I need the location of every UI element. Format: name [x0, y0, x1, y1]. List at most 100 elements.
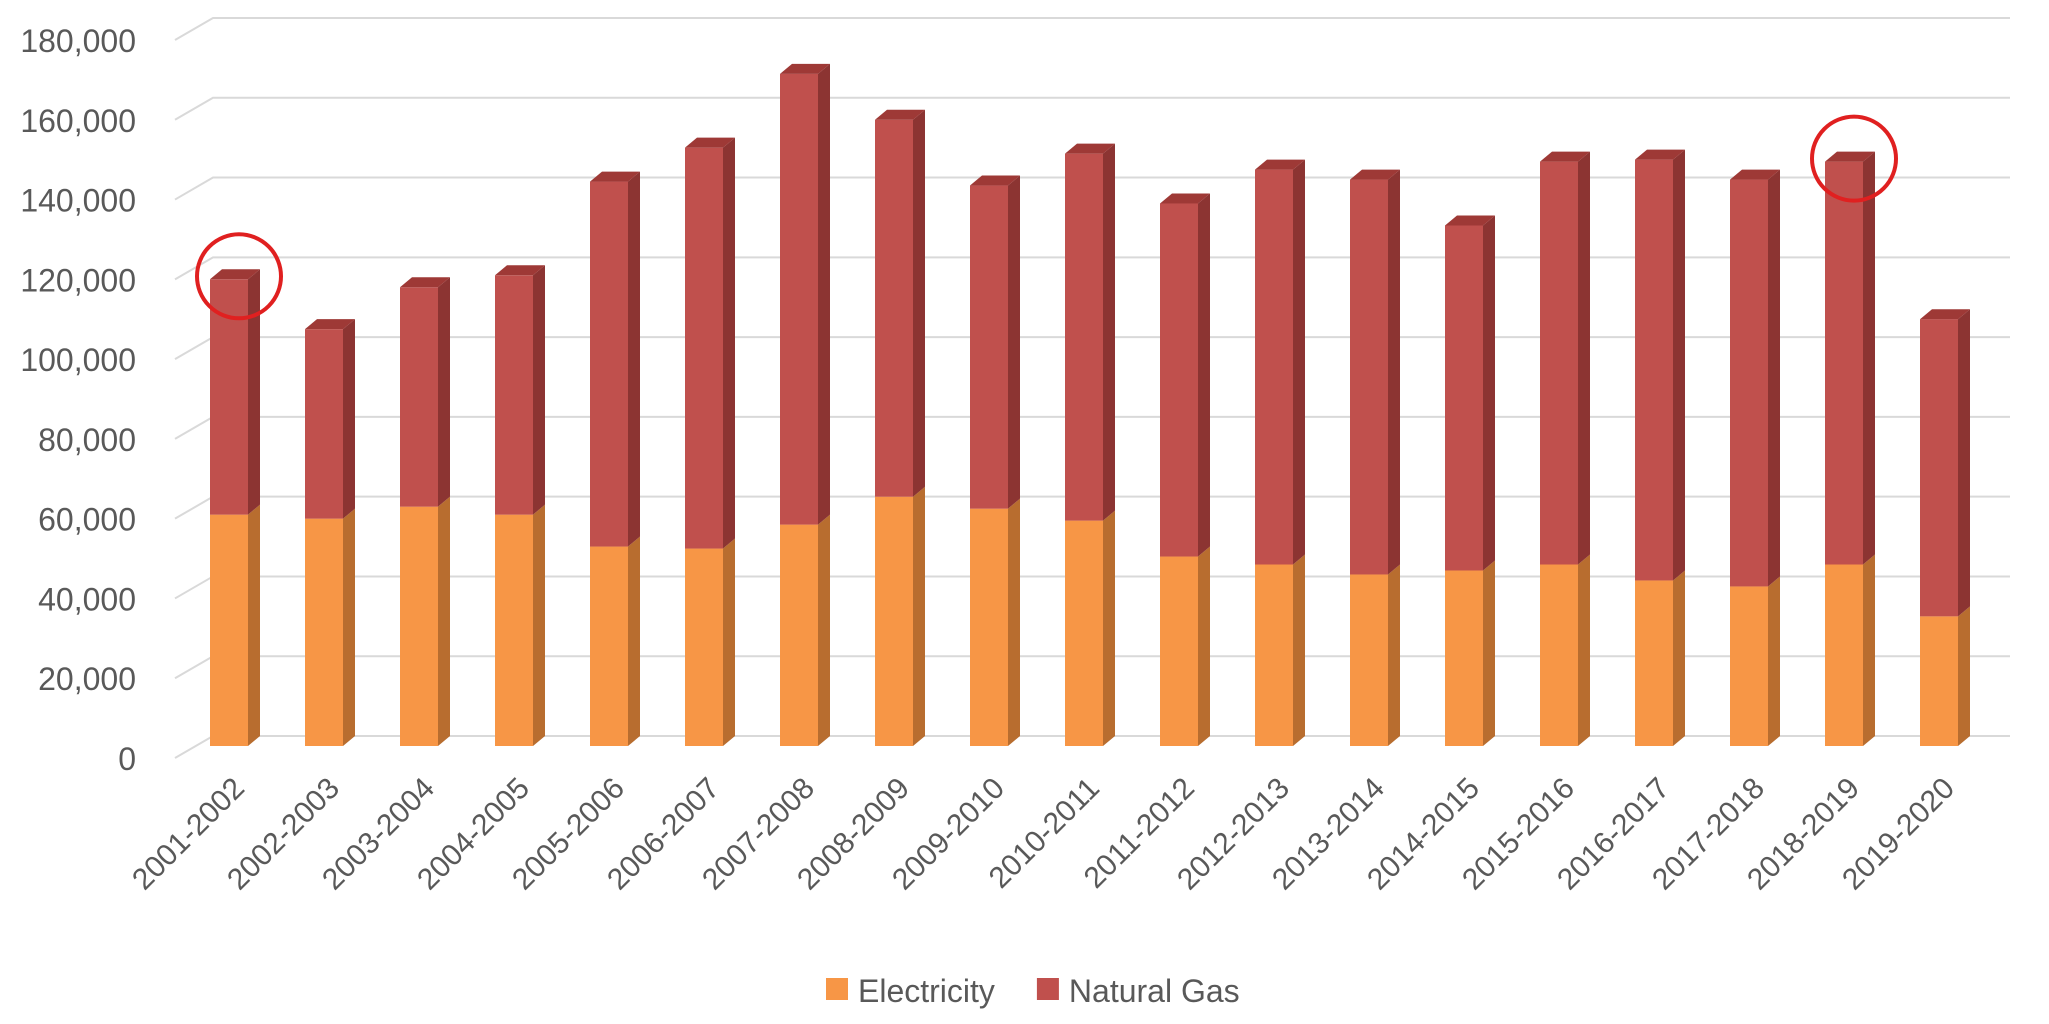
bar-side: [1008, 498, 1020, 746]
bar-top: [1635, 149, 1685, 160]
bar-top: [875, 109, 925, 120]
bar-front: [1635, 159, 1673, 581]
bar-side: [248, 269, 260, 515]
y-axis-ticks: 0 20,000 40,000 60,000 80,000 100,000 120,000 1…: [20, 23, 136, 777]
legend-item-electricity: Electricity: [826, 973, 995, 1009]
bar-front: [780, 73, 818, 525]
bar-top: [210, 269, 260, 280]
bar-side: [1768, 169, 1780, 587]
bar-electricity-2003-2004: [400, 496, 450, 746]
x-axis-ticks: 2001-20022002-20032003-20042004-20052005…: [126, 772, 1961, 897]
bar-natural-gas-2015-2016: [1540, 151, 1590, 565]
gridline: [174, 176, 2010, 201]
bar-natural-gas-2005-2006: [590, 171, 640, 547]
bar-side: [1863, 151, 1875, 565]
bar-front: [1445, 225, 1483, 571]
bar-electricity-2019-2020: [1920, 606, 1970, 746]
bar-front: [1350, 179, 1388, 575]
bar-natural-gas-2018-2019: [1825, 151, 1875, 565]
bar-top: [1540, 151, 1590, 162]
y-tick-label: 40,000: [38, 581, 136, 617]
bar-front: [1350, 574, 1388, 746]
bar-natural-gas-2010-2011: [1065, 143, 1115, 521]
bar-natural-gas-2009-2010: [970, 175, 1020, 509]
bar-front: [875, 496, 913, 746]
bar-side: [723, 137, 735, 549]
bar-front: [1255, 169, 1293, 565]
bar-side: [723, 538, 735, 746]
bar-top: [590, 171, 640, 182]
bar-front: [1730, 586, 1768, 746]
gridline: [174, 17, 2010, 41]
bar-side: [343, 319, 355, 519]
bar-front: [1255, 564, 1293, 746]
bar-front: [400, 287, 438, 507]
bar-natural-gas-2014-2015: [1445, 215, 1495, 571]
bar-natural-gas-2013-2014: [1350, 169, 1400, 575]
legend-swatch: [1036, 978, 1059, 1000]
bar-side: [1768, 576, 1780, 746]
y-tick-label: 0: [118, 741, 136, 777]
bar-natural-gas-2017-2018: [1730, 169, 1780, 587]
bar-front: [305, 329, 343, 519]
bar-top: [780, 63, 830, 74]
bar-side: [1293, 159, 1305, 565]
bar-side: [1578, 554, 1590, 746]
bar-side: [1198, 193, 1210, 557]
bar-side: [1103, 143, 1115, 521]
y-tick-label: 180,000: [20, 23, 136, 59]
bar-side: [818, 514, 830, 746]
bar-top: [1255, 159, 1305, 170]
bar-side: [1293, 554, 1305, 746]
bar-side: [533, 265, 545, 515]
bar-front: [685, 147, 723, 549]
bar-side: [1483, 560, 1495, 746]
bar-front: [400, 506, 438, 746]
bar-natural-gas-2008-2009: [875, 109, 925, 497]
bar-front: [1825, 161, 1863, 565]
bar-front: [210, 514, 248, 746]
bar-top: [970, 175, 1020, 186]
bar-side: [1673, 149, 1685, 581]
bar-top: [400, 277, 450, 288]
bar-front: [1920, 319, 1958, 617]
bar-front: [1065, 520, 1103, 746]
y-tick-label: 60,000: [38, 502, 136, 538]
bar-side: [343, 508, 355, 746]
bar-front: [1445, 570, 1483, 746]
bar-top: [1730, 169, 1780, 180]
bar-front: [970, 508, 1008, 746]
bar-side: [913, 486, 925, 746]
bar-front: [495, 514, 533, 746]
bar-top: [1160, 193, 1210, 204]
legend-swatch: [826, 978, 848, 1000]
y-tick-label: 160,000: [20, 103, 136, 139]
bar-natural-gas-2001-2002: [210, 269, 260, 515]
bar-side: [1103, 510, 1115, 746]
bar-side: [1958, 309, 1970, 617]
bar-electricity-2014-2015: [1445, 560, 1495, 746]
bar-front: [970, 185, 1008, 509]
bar-front: [1730, 179, 1768, 587]
bar-electricity-2011-2012: [1160, 546, 1210, 746]
bar-natural-gas-2002-2003: [305, 319, 355, 519]
bar-electricity-2002-2003: [305, 508, 355, 746]
legend: Electricity Natural Gas: [826, 973, 1240, 1009]
bar-side: [628, 536, 640, 746]
bar-natural-gas-2016-2017: [1635, 149, 1685, 581]
gridline: [174, 96, 2010, 121]
bar-side: [818, 63, 830, 525]
bar-top: [305, 319, 355, 330]
gridline: [174, 256, 2010, 281]
bar-side: [1958, 606, 1970, 746]
bar-electricity-2012-2013: [1255, 554, 1305, 746]
bar-electricity-2018-2019: [1825, 554, 1875, 746]
bar-electricity-2008-2009: [875, 486, 925, 746]
bar-front: [1540, 564, 1578, 746]
bar-front: [1065, 153, 1103, 521]
bar-side: [1863, 554, 1875, 746]
bar-side: [438, 496, 450, 746]
bar-electricity-2013-2014: [1350, 564, 1400, 746]
bar-top: [1065, 143, 1115, 154]
